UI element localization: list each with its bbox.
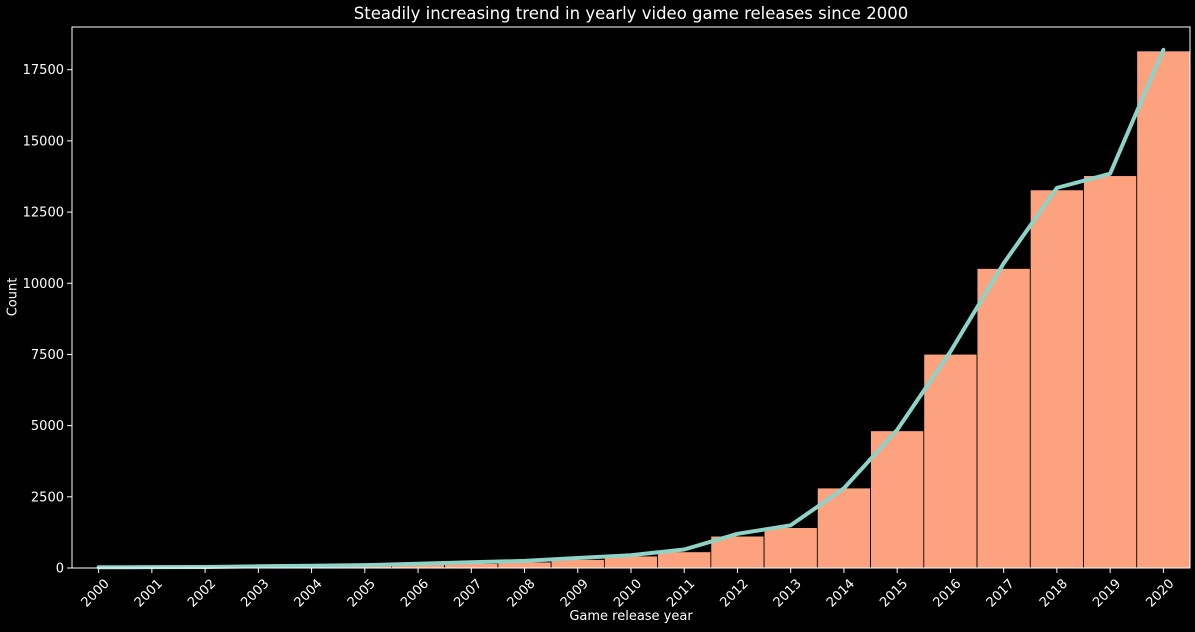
chart-title: Steadily increasing trend in yearly vide… xyxy=(353,4,909,23)
x-tick-label-2016: 2016 xyxy=(930,576,964,610)
bar-2017 xyxy=(976,268,1031,569)
y-tick-label-10000: 10000 xyxy=(23,277,64,292)
x-tick-label-2018: 2018 xyxy=(1037,576,1071,610)
x-tick-label-2015: 2015 xyxy=(877,576,911,610)
x-tick-label-2001: 2001 xyxy=(132,576,166,610)
x-tick-label-2019: 2019 xyxy=(1090,576,1124,610)
x-tick-label-2004: 2004 xyxy=(292,576,326,610)
y-tick-label-0: 0 xyxy=(56,562,64,577)
y-tick-label-2500: 2500 xyxy=(31,490,64,505)
x-tick-label-2008: 2008 xyxy=(505,576,539,610)
x-tick-label-2003: 2003 xyxy=(238,576,272,610)
y-tick-label-17500: 17500 xyxy=(23,63,64,78)
bar-2012 xyxy=(710,535,765,569)
y-tick-label-15000: 15000 xyxy=(23,134,64,149)
x-tick-label-2011: 2011 xyxy=(664,576,698,610)
y-tick-label-5000: 5000 xyxy=(31,419,64,434)
bar-2015 xyxy=(870,430,925,569)
x-tick-label-2002: 2002 xyxy=(185,576,219,610)
bar-2011 xyxy=(657,551,712,569)
x-tick-label-2007: 2007 xyxy=(451,576,485,610)
y-tick-label-12500: 12500 xyxy=(23,206,64,221)
trend-line xyxy=(96,47,1166,570)
x-tick-label-2010: 2010 xyxy=(611,576,645,610)
y-tick-label-7500: 7500 xyxy=(31,348,64,363)
bar-2013 xyxy=(763,527,818,569)
x-tick-label-2012: 2012 xyxy=(718,576,752,610)
bar-2018 xyxy=(1029,189,1084,569)
x-tick-label-2009: 2009 xyxy=(558,576,592,610)
bar-2019 xyxy=(1083,175,1138,569)
x-axis-label: Game release year xyxy=(569,609,693,624)
bar-2016 xyxy=(923,353,978,569)
x-tick-label-2020: 2020 xyxy=(1143,576,1177,610)
x-tick-label-2006: 2006 xyxy=(398,576,432,610)
x-tick-label-2017: 2017 xyxy=(984,576,1018,610)
x-tick-label-2013: 2013 xyxy=(771,576,805,610)
x-tick-label-2014: 2014 xyxy=(824,576,858,610)
x-tick-label-2000: 2000 xyxy=(79,576,113,610)
bar-2020 xyxy=(1136,50,1191,569)
x-tick-label-2005: 2005 xyxy=(345,576,379,610)
y-axis-label: Count xyxy=(5,277,21,317)
